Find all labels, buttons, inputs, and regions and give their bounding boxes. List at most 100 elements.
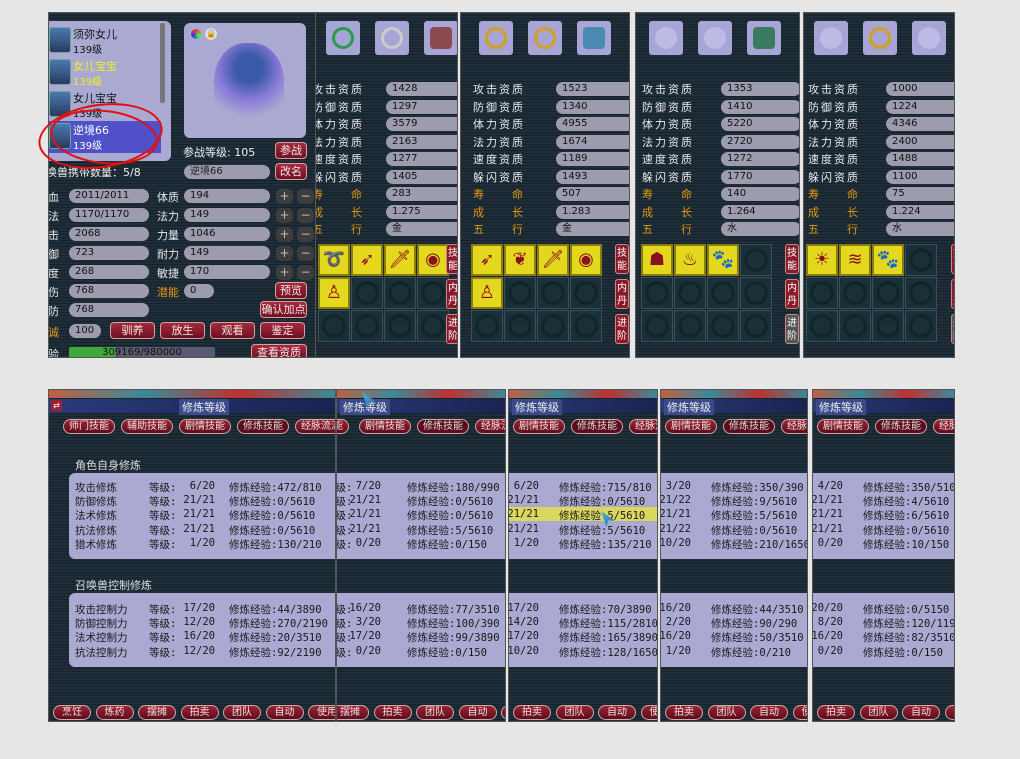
tab-a[interactable]: 剧情技能 — [513, 419, 565, 434]
equipment-slot[interactable] — [326, 21, 360, 55]
equipment-slot[interactable] — [747, 21, 781, 55]
skill-icon[interactable]: ♙ — [471, 277, 503, 309]
tab-b[interactable]: 修炼技能 — [875, 419, 927, 434]
minus-button[interactable]: − — [297, 208, 314, 223]
bottom-menu-button[interactable]: 使用 — [501, 705, 505, 720]
list-scrollbar[interactable] — [160, 23, 165, 103]
swap-icon[interactable]: ⇄ — [51, 400, 62, 411]
side-tab-skills[interactable]: 技能 — [785, 244, 799, 274]
equipment-slot[interactable] — [649, 21, 683, 55]
tab-d[interactable]: 经脉流派 — [475, 419, 505, 434]
bottom-menu-button[interactable]: 团队 — [223, 705, 261, 720]
bottom-menu-button[interactable]: 团队 — [416, 705, 454, 720]
skill-icon[interactable]: ♙ — [318, 277, 350, 309]
side-tab-inner-core[interactable]: 内丹 — [785, 279, 799, 309]
side-tab-skills[interactable]: 技能 — [446, 244, 457, 274]
skill-icon[interactable]: 🗡 — [537, 244, 569, 276]
join-battle-button[interactable]: 参战 — [275, 142, 307, 159]
tab-c[interactable]: 经脉流派 — [933, 419, 954, 434]
tab-c[interactable]: 经脉流派 — [781, 419, 807, 434]
plus-button[interactable]: + — [276, 189, 293, 204]
view-aptitude-button[interactable]: 查看资质 — [251, 344, 307, 357]
tab-a[interactable]: 辅助技能 — [337, 419, 349, 434]
bottom-menu-button[interactable]: 拍卖 — [817, 705, 855, 720]
pet-list-item[interactable]: 女儿宝宝 139级 — [49, 89, 161, 121]
skill-icon[interactable]: ◉ — [417, 244, 449, 276]
pet-list-item[interactable]: 女儿宝宝 139级 — [49, 57, 161, 89]
minus-button[interactable]: − — [297, 227, 314, 242]
equipment-slot[interactable] — [863, 21, 897, 55]
preview-button[interactable]: 预览 — [275, 282, 307, 299]
skill-icon[interactable]: ➶ — [351, 244, 383, 276]
minus-button[interactable]: − — [297, 189, 314, 204]
skill-icon[interactable]: 🐾 — [872, 244, 904, 276]
side-tab-inner-core[interactable]: 内丹 — [446, 279, 457, 309]
equipment-slot[interactable] — [479, 21, 513, 55]
bottom-menu-button[interactable]: 炼药 — [95, 705, 134, 720]
skill-icon[interactable]: ◉ — [570, 244, 602, 276]
bottom-menu-button[interactable]: 团队 — [707, 705, 746, 720]
minus-button[interactable]: − — [297, 246, 314, 261]
bottom-menu-button[interactable]: 使用 — [640, 705, 657, 720]
skill-icon[interactable]: ➶ — [471, 244, 503, 276]
skill-icon[interactable]: ≋ — [839, 244, 871, 276]
rename-button[interactable]: 改名 — [275, 163, 307, 180]
side-tab-inner-core[interactable]: 内丹 — [615, 279, 629, 309]
skill-icon[interactable]: ❦ — [504, 244, 536, 276]
skill-icon[interactable]: ♨ — [674, 244, 706, 276]
side-tab-advance[interactable]: 进阶 — [785, 314, 799, 344]
pet-name-field[interactable]: 逆境66 — [184, 165, 270, 179]
bottom-menu-button[interactable]: 使用 — [308, 705, 335, 720]
plus-button[interactable]: + — [276, 208, 293, 223]
tab-a[interactable]: 剧情技能 — [665, 419, 717, 434]
side-tab-advance[interactable]: 进阶 — [446, 314, 457, 344]
tab-a[interactable]: 师门技能 — [63, 419, 115, 434]
bottom-menu-button[interactable]: 自动 — [458, 705, 497, 720]
side-tab-advance[interactable]: 进阶 — [615, 314, 629, 344]
equipment-slot[interactable] — [424, 21, 457, 55]
bottom-menu-button[interactable]: 自动 — [598, 705, 636, 720]
bottom-menu-button[interactable]: 拍卖 — [373, 705, 412, 720]
equipment-slot[interactable] — [912, 21, 946, 55]
tab-b[interactable]: 修炼技能 — [723, 419, 775, 434]
equipment-slot[interactable] — [814, 21, 848, 55]
bottom-menu-button[interactable]: 拍卖 — [180, 705, 219, 720]
plus-button[interactable]: + — [276, 265, 293, 280]
tab-b[interactable]: 修炼技能 — [571, 419, 623, 434]
plus-button[interactable]: + — [276, 246, 293, 261]
pet-list-item[interactable]: 须弥女儿 139级 — [49, 25, 161, 57]
side-tab-skills[interactable]: 技能 — [951, 244, 954, 274]
pet-action-button[interactable]: 放生 — [160, 322, 205, 339]
tab-b[interactable]: 剧情技能 — [359, 419, 411, 434]
highlighted-row[interactable] — [509, 507, 657, 522]
skill-icon[interactable]: 🗡 — [384, 244, 416, 276]
pet-list-item[interactable]: 逆境66 139级 — [49, 121, 161, 153]
bottom-menu-button[interactable]: 摆摊 — [337, 705, 369, 720]
bottom-menu-button[interactable]: 烹饪 — [53, 705, 91, 720]
pet-action-button[interactable]: 鉴定 — [260, 322, 305, 339]
lock-icon[interactable]: 🔒 — [205, 28, 217, 40]
skill-icon[interactable]: ➰ — [318, 244, 350, 276]
equipment-slot[interactable] — [577, 21, 611, 55]
bottom-menu-button[interactable]: 自动 — [902, 705, 940, 720]
minus-button[interactable]: − — [297, 265, 314, 280]
skill-icon[interactable]: ☗ — [641, 244, 673, 276]
confirm-points-button[interactable]: 确认加点 — [260, 301, 307, 318]
bottom-menu-button[interactable]: 自动 — [750, 705, 788, 720]
bottom-menu-button[interactable]: 自动 — [265, 705, 304, 720]
bottom-menu-button[interactable]: 团队 — [555, 705, 594, 720]
pet-action-button[interactable]: 驯养 — [110, 322, 155, 339]
equipment-slot[interactable] — [375, 21, 409, 55]
bottom-menu-button[interactable]: 拍卖 — [665, 705, 703, 720]
pet-action-button[interactable]: 观看 — [210, 322, 255, 339]
tab-c[interactable]: 修炼技能 — [417, 419, 469, 434]
tab-c[interactable]: 剧情技能 — [179, 419, 231, 434]
tab-b[interactable]: 辅助技能 — [121, 419, 173, 434]
bottom-menu-button[interactable]: 使用 — [792, 705, 807, 720]
bottom-menu-button[interactable]: 摆摊 — [138, 705, 176, 720]
side-tab-skills[interactable]: 技能 — [615, 244, 629, 274]
tab-c[interactable]: 经脉流派 — [629, 419, 657, 434]
bottom-menu-button[interactable]: 团队 — [859, 705, 898, 720]
tab-e[interactable]: 经脉流派 — [295, 419, 335, 434]
tab-d[interactable]: 修炼技能 — [237, 419, 289, 434]
